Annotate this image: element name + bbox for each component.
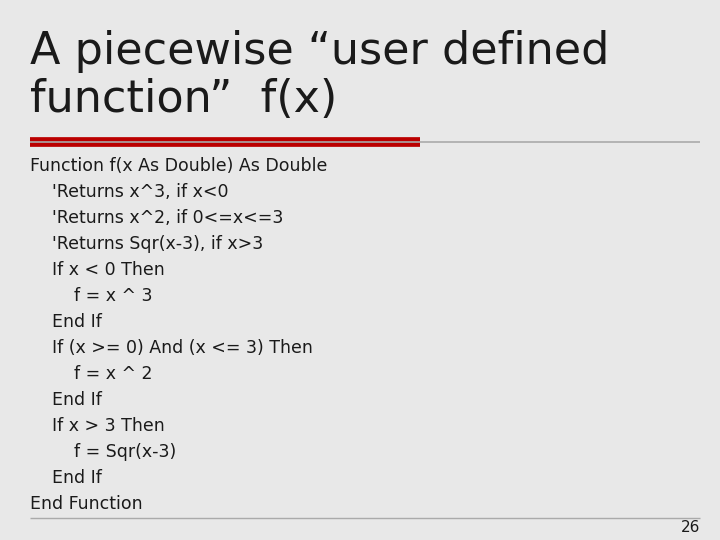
Text: Function f(x As Double) As Double: Function f(x As Double) As Double xyxy=(30,157,328,175)
Text: End If: End If xyxy=(30,391,102,409)
Text: 'Returns x^2, if 0<=x<=3: 'Returns x^2, if 0<=x<=3 xyxy=(30,209,284,227)
Text: If x > 3 Then: If x > 3 Then xyxy=(30,417,165,435)
Text: f = x ^ 3: f = x ^ 3 xyxy=(30,287,153,305)
Text: End Function: End Function xyxy=(30,495,143,513)
Text: 26: 26 xyxy=(680,520,700,535)
Text: f = x ^ 2: f = x ^ 2 xyxy=(30,365,153,383)
Text: A piecewise “user defined: A piecewise “user defined xyxy=(30,30,609,73)
Text: f = Sqr(x-3): f = Sqr(x-3) xyxy=(30,443,176,461)
Text: function”  f(x): function” f(x) xyxy=(30,78,337,121)
Text: 'Returns x^3, if x<0: 'Returns x^3, if x<0 xyxy=(30,183,228,201)
Text: 'Returns Sqr(x-3), if x>3: 'Returns Sqr(x-3), if x>3 xyxy=(30,235,264,253)
Text: End If: End If xyxy=(30,313,102,331)
Text: If (x >= 0) And (x <= 3) Then: If (x >= 0) And (x <= 3) Then xyxy=(30,339,313,357)
Text: End If: End If xyxy=(30,469,102,487)
Text: If x < 0 Then: If x < 0 Then xyxy=(30,261,165,279)
